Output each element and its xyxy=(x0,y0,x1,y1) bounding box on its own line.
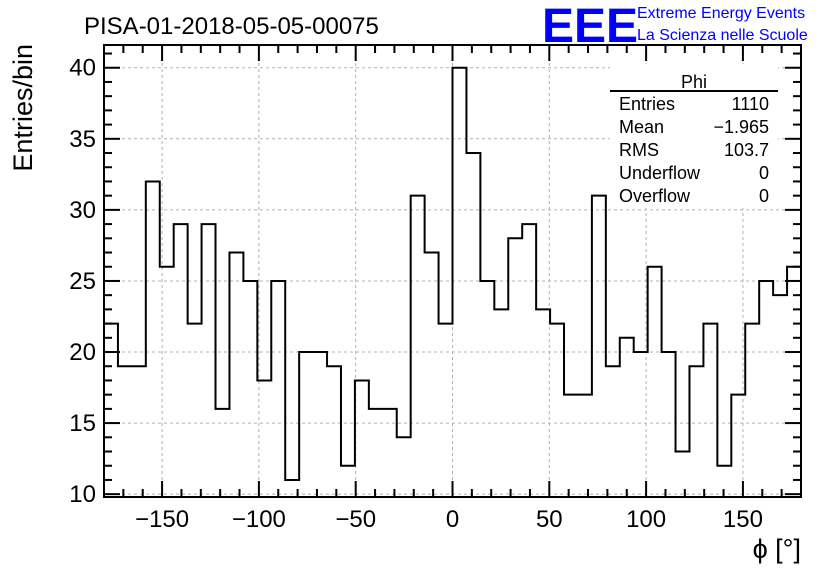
histogram-line xyxy=(104,66,801,481)
x-axis-label: ϕ [°] xyxy=(753,534,801,564)
plot-frame xyxy=(103,44,802,498)
x-tick-label: 50 xyxy=(536,506,563,533)
x-tick-label: −100 xyxy=(232,506,286,533)
stats-value: 0 xyxy=(759,186,769,206)
stats-value: 0 xyxy=(759,163,769,183)
x-axis-ticks: −150 −100 −50 0 50 100 150 xyxy=(103,45,802,533)
stats-label: Entries xyxy=(619,94,675,114)
y-axis-label: Entries/bin xyxy=(8,44,38,172)
stats-value: 1110 xyxy=(732,94,769,114)
eee-logo: EEE Extreme Energy Events La Scienza nel… xyxy=(542,0,808,53)
y-tick-label: 40 xyxy=(69,55,96,82)
stats-label: RMS xyxy=(619,140,659,160)
y-tick-label: 30 xyxy=(69,197,96,224)
x-tick-label: −50 xyxy=(335,506,376,533)
eee-logo-mark: EEE xyxy=(542,0,638,53)
stats-title: Phi xyxy=(681,72,707,92)
stats-box: Phi Entries 1110 Mean −1.965 RMS 103.7 Underfl… xyxy=(610,64,778,208)
stats-label: Overflow xyxy=(619,186,691,206)
stats-value: −1.965 xyxy=(713,117,769,137)
y-tick-label: 20 xyxy=(69,339,96,366)
x-tick-label: 150 xyxy=(723,506,763,533)
y-tick-label: 10 xyxy=(69,481,96,508)
logo-line-1: Extreme Energy Events xyxy=(637,5,805,22)
y-tick-label: 15 xyxy=(69,410,96,437)
x-tick-label: 0 xyxy=(446,506,459,533)
chart-title: PISA-01-2018-05-05-00075 xyxy=(84,13,379,40)
stats-label: Underflow xyxy=(619,163,701,183)
x-tick-label: 100 xyxy=(626,506,666,533)
stats-label: Mean xyxy=(619,117,664,137)
stats-rows: Entries 1110 Mean −1.965 RMS 103.7 Underflow 0 O… xyxy=(619,94,769,206)
y-tick-label: 35 xyxy=(69,126,96,153)
stats-box-background xyxy=(610,64,778,208)
x-tick-label: −150 xyxy=(135,506,189,533)
stats-value: 103.7 xyxy=(724,140,769,160)
logo-line-2: La Scienza nelle Scuole xyxy=(637,27,808,44)
y-tick-label: 25 xyxy=(69,268,96,295)
